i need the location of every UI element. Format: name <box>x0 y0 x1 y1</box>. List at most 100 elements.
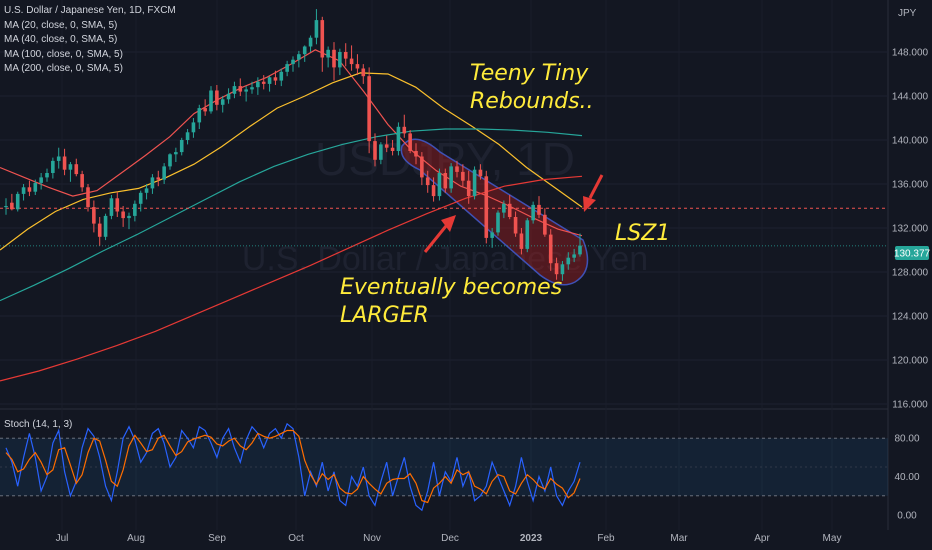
price-tick-label: 128.000 <box>892 268 929 279</box>
candle-body <box>191 122 196 133</box>
candle-body <box>443 173 448 189</box>
arrow-up-head <box>441 215 456 232</box>
candle-body <box>150 177 155 189</box>
candle-body <box>314 20 319 38</box>
candle-body <box>531 204 535 221</box>
candle-body <box>320 20 325 58</box>
candle-body <box>484 176 489 238</box>
candle-body <box>232 86 237 94</box>
candle-body <box>449 166 453 189</box>
candle-body <box>384 144 389 148</box>
grid-lines <box>0 0 889 530</box>
candle-body <box>56 156 61 161</box>
arrow-down-head <box>583 196 596 212</box>
candle-body <box>45 173 49 178</box>
stoch-legend[interactable]: Stoch (14, 1, 3) <box>4 419 73 430</box>
candle-body <box>566 257 571 265</box>
candle-body <box>244 89 248 92</box>
price-axis[interactable]: 116.000 120.000 124.000 128.000 132.000 136.0… <box>892 48 929 411</box>
candle-body <box>408 133 412 151</box>
candle-body <box>367 76 371 142</box>
candle-body <box>261 81 266 84</box>
time-tick-label: Mar <box>670 533 688 544</box>
candle-body <box>402 126 407 134</box>
candle-body <box>578 245 582 255</box>
candle-body <box>308 37 313 47</box>
candle-body <box>156 177 161 180</box>
time-tick-label: 2023 <box>520 533 543 544</box>
candle-body <box>109 198 114 216</box>
candle-body <box>478 169 483 177</box>
candle-body <box>256 81 260 88</box>
candle-body <box>51 160 55 173</box>
time-tick-label: Apr <box>754 533 770 544</box>
stoch-band <box>0 438 888 496</box>
candle-body <box>138 192 143 204</box>
price-tick-label: 140.000 <box>892 136 929 147</box>
stoch-tick-label: 40.00 <box>894 472 919 483</box>
time-axis[interactable]: Jul Aug Sep Oct Nov Dec 2023 Feb Mar Apr May <box>56 533 842 544</box>
candle-body <box>355 64 360 69</box>
symbol-title: U.S. Dollar / Japanese Yen, 1D, FXCM <box>4 5 176 16</box>
candle-body <box>513 217 518 234</box>
price-tick-label: 148.000 <box>892 48 929 59</box>
legend-ma200[interactable]: MA (200, close, 0, SMA, 5) <box>4 63 123 74</box>
stoch-tick-label: 0.00 <box>897 511 917 522</box>
resistance-line <box>0 207 888 247</box>
candle-body <box>215 90 219 105</box>
candle-body <box>238 86 243 92</box>
candle-body <box>86 187 90 208</box>
annotation-top-line1: Teeny Tiny <box>470 61 589 86</box>
candle-body <box>250 87 254 90</box>
stoch-line-d <box>5 429 581 504</box>
last-price-tag: 130.377 <box>894 246 931 260</box>
candle-body <box>285 64 289 72</box>
time-tick-label: Nov <box>363 533 381 544</box>
downtrend-channel <box>400 138 589 286</box>
candle-body <box>472 169 477 197</box>
candle-body <box>197 108 202 123</box>
stoch-line-k <box>5 422 581 512</box>
candle-body <box>21 187 26 194</box>
candle-body <box>10 202 14 210</box>
legend-ma40[interactable]: MA (40, close, 0, SMA, 5) <box>4 34 118 45</box>
annotation-bottom-line2: LARGER <box>340 303 429 328</box>
candle-body <box>396 126 401 151</box>
candle-body <box>4 206 8 208</box>
candle-body <box>425 177 430 186</box>
candle-body <box>572 254 576 258</box>
price-tick-label: 144.000 <box>892 92 929 103</box>
legend-ma100[interactable]: MA (100, close, 0, SMA, 5) <box>4 48 123 60</box>
time-tick-label: Sep <box>208 533 226 544</box>
time-tick-label: Jul <box>56 533 69 544</box>
annotation-top-line2: Rebounds.. <box>470 89 594 114</box>
candle-body <box>185 132 190 140</box>
stoch-tick-label: 80.00 <box>894 434 919 445</box>
candle-body <box>39 177 43 183</box>
candle-body <box>68 164 73 170</box>
candle-body <box>302 46 307 55</box>
candle-body <box>490 232 494 238</box>
annotation-lsz1: LSZ1 <box>615 221 670 246</box>
candle-body <box>461 171 465 181</box>
last-price-label: 130.377 <box>894 249 931 260</box>
candle-body <box>162 166 166 180</box>
candle-body <box>343 52 348 59</box>
candle-body <box>332 49 336 68</box>
candle-body <box>326 49 330 58</box>
candle-body <box>390 147 395 151</box>
candle-body <box>496 212 500 233</box>
price-tick-label: 124.000 <box>892 312 929 323</box>
candle-body <box>548 234 553 264</box>
candle-body <box>97 223 102 237</box>
legend-ma20[interactable]: MA (20, close, 0, SMA, 5) <box>4 19 118 31</box>
candle-body <box>133 203 137 216</box>
candle-body <box>519 233 524 249</box>
indicator-legend: U.S. Dollar / Japanese Yen, 1D, FXCM MA … <box>4 4 176 77</box>
candle-body <box>537 204 541 215</box>
candle-body <box>144 188 149 193</box>
annotations: Teeny Tiny Rebounds.. Eventually becomes… <box>340 61 670 328</box>
candle-body <box>179 140 184 153</box>
downtrend-ellipse <box>400 138 589 286</box>
